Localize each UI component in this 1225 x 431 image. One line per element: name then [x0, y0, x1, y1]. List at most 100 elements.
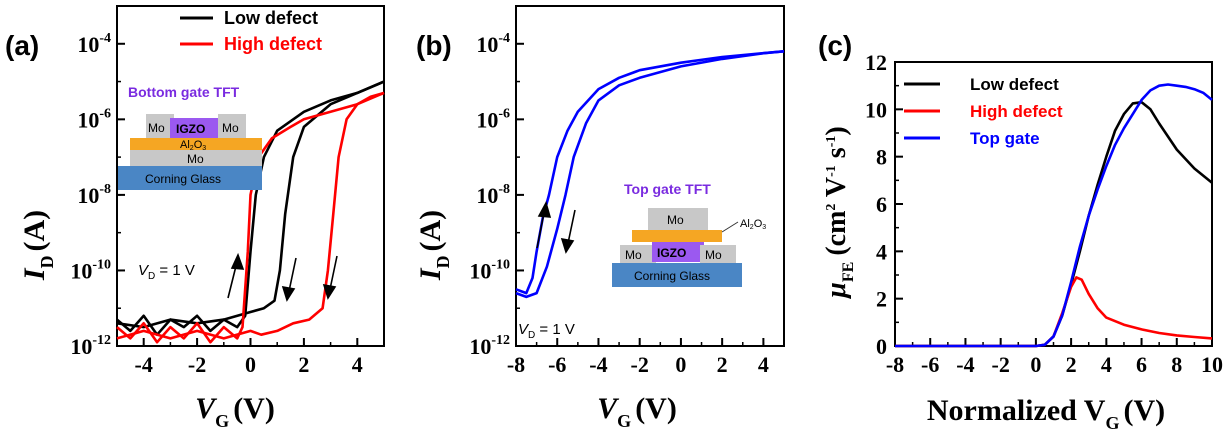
- plot-frame: [515, 5, 785, 347]
- panel-b-vd-annotation: VD = 1 V: [518, 321, 575, 341]
- sweep-arrow-down-high-head: [322, 283, 337, 300]
- series-line-top-gate: [515, 50, 785, 299]
- inset-top-mo-right-label: Mo: [705, 248, 722, 262]
- inset-top-mo-right: [700, 245, 736, 263]
- y-tick-label: 2: [876, 287, 887, 312]
- panel-a-inset-bottom-gate: Bottom gate TFT Mo IGZO Mo Al2O3 Mo Corn…: [118, 84, 262, 190]
- inset-glass-label: Corning Glass: [145, 172, 221, 186]
- y-tick-label: 10-8: [476, 182, 510, 208]
- panel-a-plot: -4 -2 0 2 4 10-12 10-10 10-8 10-6 10-4: [70, 5, 385, 377]
- legend-c-label-low: Low defect: [970, 75, 1059, 94]
- x-tick-label: 6: [1136, 352, 1147, 377]
- panel-a-vd-annotation: VD = 1 V: [138, 262, 195, 282]
- x-tick-label: 0: [1030, 352, 1041, 377]
- inset-igzo-label: IGZO: [176, 122, 205, 136]
- inset-top-al2o3-label: Al2O3: [740, 218, 766, 231]
- y-tick-label: 10-6: [476, 106, 510, 132]
- inset-mo-right-label: Mo: [222, 121, 239, 135]
- y-tick-label: 10-4: [77, 31, 111, 57]
- legend-label-low-defect: Low defect: [224, 8, 318, 28]
- inset-top-mo-left: [620, 245, 656, 263]
- panel-b-ylabel: ID(A): [414, 210, 453, 281]
- x-tick-label: 4: [758, 352, 769, 377]
- y-tick-label: 10-4: [476, 31, 510, 57]
- inset-top-mo-gate: [648, 208, 708, 230]
- series-line-top-gate: [515, 50, 785, 295]
- x-tick-label: -6: [548, 352, 566, 377]
- svg-text:ID(A): ID(A): [414, 210, 453, 281]
- x-tick-label: 4: [1101, 352, 1112, 377]
- x-tick-label: -2: [992, 352, 1010, 377]
- panel-b-plot: -8 -6 -4 -2 0 2 4 10-12 10-10 10-8 10-6 10-4: [469, 5, 785, 377]
- panel-a-xlabel: VG (V): [195, 392, 275, 431]
- panel-b: (b) -8 -6 -4 -2 0 2 4 10-12 10-10 10-8 10-6 10-4 ID…: [414, 5, 785, 431]
- y-tick-label: 10-6: [77, 106, 111, 132]
- panel-b-sweep-arrows: [536, 200, 576, 254]
- y-tick-label: 6: [876, 192, 887, 217]
- legend-c-label-top: Top gate: [970, 129, 1040, 148]
- inset-mo-left-label: Mo: [148, 121, 165, 135]
- panel-b-xlabel: VG (V): [597, 392, 677, 431]
- inset-mo-gate-label: Mo: [187, 152, 204, 166]
- panel-a-legend: Low defect High defect: [180, 8, 322, 54]
- sweep-arrow-up-head: [230, 252, 245, 270]
- series-line-low-defect: [116, 80, 385, 329]
- panel-c-label: (c): [818, 30, 852, 61]
- y-tick-label: 10-12: [469, 333, 510, 359]
- panel-c-legend: Low defect High defect Top gate: [904, 75, 1063, 148]
- legend-c-label-high: High defect: [970, 102, 1063, 121]
- inset-top-igzo: [652, 242, 704, 262]
- inset-al2o3: [130, 138, 262, 150]
- series-line-top-gate: [895, 83, 1213, 348]
- series-line-high-defect: [116, 91, 385, 340]
- x-tick-label: 2: [717, 352, 728, 377]
- inset-top-mo-gate-label: Mo: [667, 213, 684, 227]
- y-tick-label: 8: [876, 145, 887, 170]
- panel-a: (a) Low defect High defect -4 -2 0 2 4 10-12 1…: [5, 5, 385, 431]
- inset-al2o3-label: Al2O3: [180, 139, 206, 152]
- y-tick-label: 4: [876, 239, 887, 264]
- panel-a-sweep-arrows: [227, 252, 338, 302]
- inset-igzo: [170, 118, 222, 138]
- inset-glass: [118, 166, 262, 190]
- inset-top-al2o3-leader: [721, 221, 739, 233]
- sweep-arrow-up-b-head: [537, 200, 552, 218]
- x-tick-label: -4: [956, 352, 974, 377]
- inset-title-top-gate: Top gate TFT: [624, 181, 711, 197]
- inset-top-igzo-label: IGZO: [657, 246, 686, 260]
- x-tick-label: 2: [298, 352, 309, 377]
- x-tick-label: 0: [245, 352, 256, 377]
- x-tick-label: 10: [1201, 352, 1223, 377]
- panel-a-label: (a): [5, 30, 39, 61]
- svg-text:μFE(cm2 V-1 s-1): μFE(cm2 V-1 s-1): [821, 126, 857, 299]
- y-tick-label: 10-8: [77, 182, 111, 208]
- inset-top-glass: [612, 263, 742, 287]
- svg-text:ID(A): ID(A): [18, 210, 57, 281]
- series-line-low-defect: [895, 100, 1213, 348]
- x-tick-label: -4: [135, 352, 153, 377]
- y-tick-label: 0: [876, 334, 887, 359]
- panel-c-xlabel: Normalized VG (V): [927, 394, 1165, 431]
- panel-a-ylabel: ID(A): [18, 210, 57, 281]
- x-tick-label: -2: [188, 352, 206, 377]
- inset-mo-right: [218, 114, 246, 138]
- x-tick-label: -6: [921, 352, 939, 377]
- inset-title-bottom-gate: Bottom gate TFT: [128, 84, 240, 100]
- x-tick-label: 8: [1171, 352, 1182, 377]
- legend-label-high-defect: High defect: [224, 34, 322, 54]
- inset-mo-left: [146, 114, 174, 138]
- x-tick-label: 2: [1066, 352, 1077, 377]
- x-tick-label: -8: [886, 352, 904, 377]
- inset-top-al2o3: [632, 230, 722, 242]
- y-tick-label: 10: [865, 97, 887, 122]
- x-tick-label: 0: [675, 352, 686, 377]
- panel-c-ylabel: μFE(cm2 V-1 s-1): [821, 126, 857, 299]
- sweep-arrow-down-b-head: [560, 237, 575, 254]
- y-tick-label: 10-10: [70, 257, 111, 283]
- inset-top-mo-left-label: Mo: [625, 248, 642, 262]
- y-tick-label: 10-12: [70, 333, 111, 359]
- x-tick-label: -8: [507, 352, 525, 377]
